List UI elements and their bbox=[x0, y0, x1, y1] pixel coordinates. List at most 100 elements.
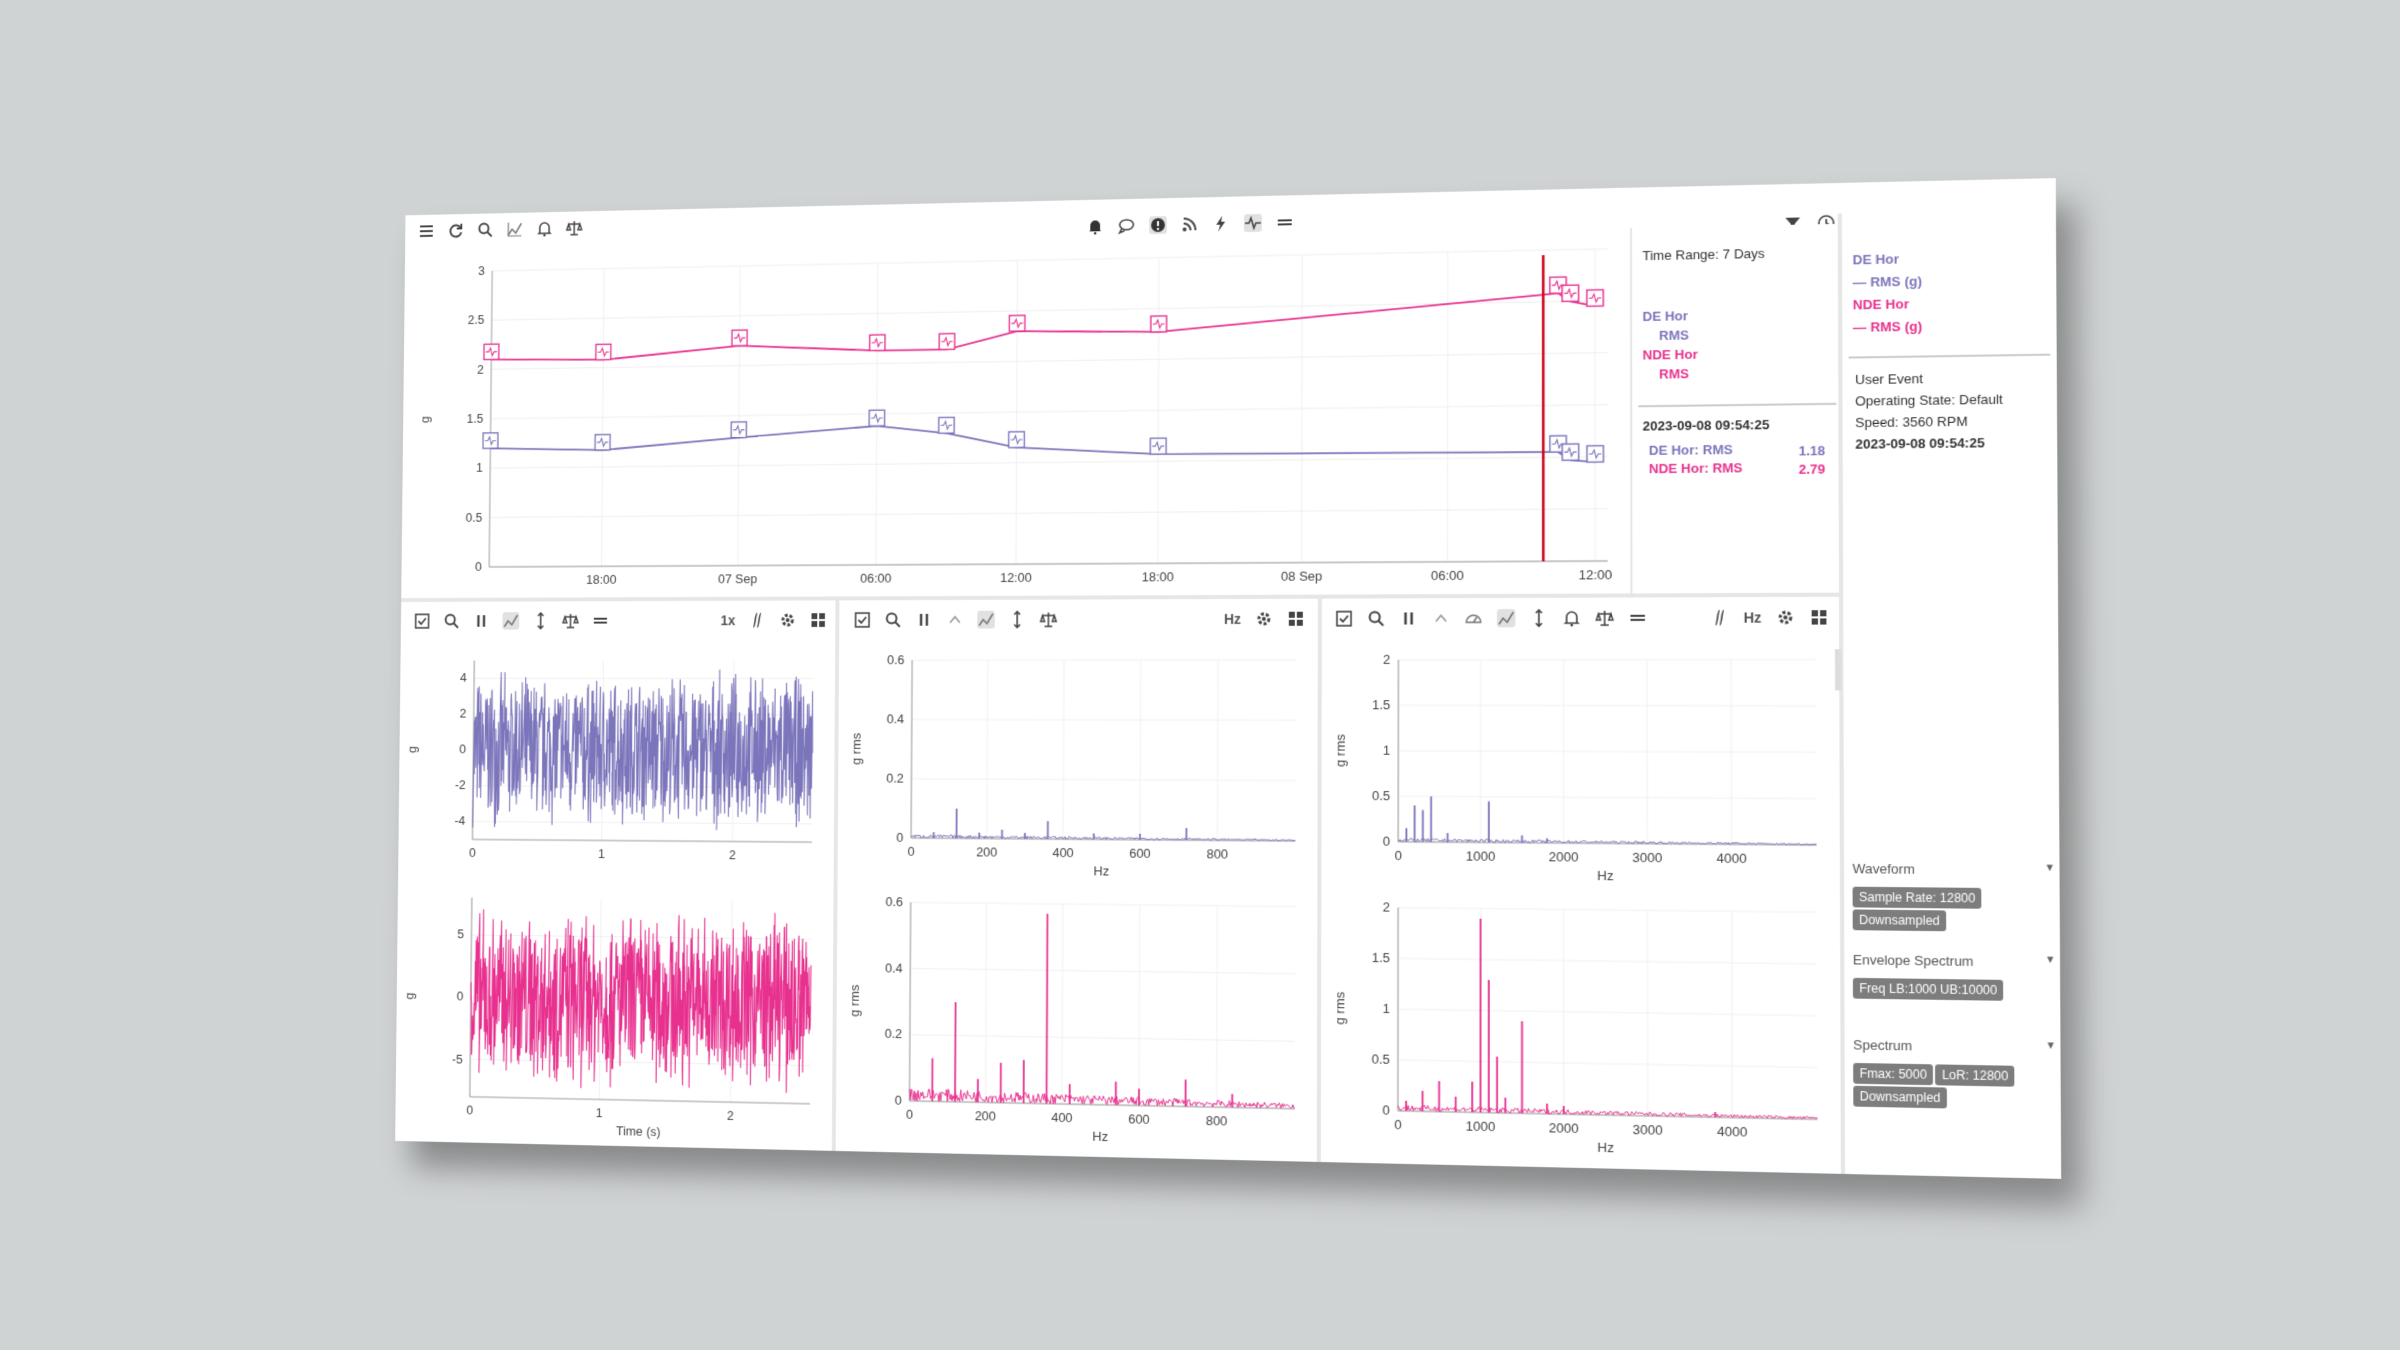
checkbox-icon[interactable] bbox=[414, 612, 431, 629]
y-tick-label: 1.5 bbox=[1372, 951, 1390, 966]
spectrum-chart-nde[interactable]: 0 0.5 1 1.5 2 0 1000 2000 3000 4000 g rms Hz bbox=[1322, 892, 1839, 1172]
chart-icon[interactable] bbox=[1496, 609, 1516, 628]
waveform-header[interactable]: Waveform ▼ bbox=[1852, 861, 2055, 878]
units-hz-toggle[interactable]: Hz bbox=[1223, 610, 1241, 627]
scale-icon[interactable] bbox=[1040, 611, 1058, 629]
x-tick-label: 18:00 bbox=[586, 573, 617, 587]
side-legend-de-metric[interactable]: — RMS (g) bbox=[1852, 273, 1922, 290]
chart-icon[interactable] bbox=[502, 612, 520, 630]
zoom-icon[interactable] bbox=[884, 611, 901, 629]
chart-icon[interactable] bbox=[506, 220, 523, 238]
event-marker-icon bbox=[1009, 432, 1025, 448]
menu-icon[interactable] bbox=[418, 222, 435, 240]
info-icon[interactable] bbox=[1149, 215, 1167, 235]
pause-icon[interactable] bbox=[1399, 609, 1417, 627]
envelope-spectrum-chart-de[interactable]: 0 0.2 0.4 0.6 0 200 400 600 800 g rms Hz bbox=[838, 645, 1315, 892]
bell-icon[interactable] bbox=[536, 220, 553, 238]
vertical-cursor-icon[interactable] bbox=[532, 612, 549, 629]
envelope-spectrum-chart-nde[interactable]: 0 0.2 0.4 0.6 0 200 400 600 800 g rms Hz bbox=[837, 887, 1316, 1160]
caret-down-icon[interactable]: ▼ bbox=[2044, 862, 2056, 875]
gauge-icon[interactable] bbox=[1464, 609, 1482, 627]
lines-icon[interactable] bbox=[592, 612, 609, 630]
zoom-icon[interactable] bbox=[443, 612, 460, 629]
gear-icon[interactable] bbox=[1255, 610, 1273, 628]
gear-icon[interactable] bbox=[779, 611, 796, 629]
legend-nde-group[interactable]: NDE Hor bbox=[1642, 346, 1698, 363]
pause-icon[interactable] bbox=[473, 612, 490, 629]
side-legend-de-group[interactable]: DE Hor bbox=[1852, 251, 1900, 268]
y-tick-label: 1.5 bbox=[1372, 698, 1390, 713]
gridline bbox=[491, 405, 1608, 419]
gridline bbox=[491, 353, 1607, 370]
y-tick-label: 0 bbox=[475, 560, 482, 574]
rss-icon[interactable] bbox=[1181, 215, 1199, 233]
gridline bbox=[490, 509, 1608, 518]
y-tick-label: 0.2 bbox=[886, 771, 904, 785]
x-tick-label: 800 bbox=[1206, 1114, 1228, 1129]
x-tick-label: 4000 bbox=[1717, 1124, 1747, 1139]
side-legend-nde-group[interactable]: NDE Hor bbox=[1852, 296, 1910, 313]
bell-icon[interactable] bbox=[1086, 217, 1104, 235]
x-tick-label: 0 bbox=[1394, 1118, 1401, 1133]
units-hz-toggle[interactable]: Hz bbox=[1743, 609, 1762, 626]
x-axis-label: Hz bbox=[1093, 864, 1109, 878]
lines-icon[interactable] bbox=[1628, 609, 1647, 627]
zoom-icon[interactable] bbox=[1367, 609, 1385, 627]
gridline bbox=[1217, 906, 1218, 1107]
y-axis bbox=[911, 660, 912, 838]
event-marker-icon bbox=[1150, 438, 1166, 454]
badge-freq-bounds: Freq LB:1000 UB:10000 bbox=[1852, 977, 2004, 1001]
spectrum-header[interactable]: Spectrum ▼ bbox=[1853, 1037, 2056, 1056]
scale-icon[interactable] bbox=[1595, 609, 1614, 627]
y-tick-label: 1 bbox=[476, 461, 483, 475]
checkbox-icon[interactable] bbox=[854, 611, 871, 629]
readout-de-label: DE Hor: RMS bbox=[1648, 441, 1733, 458]
integrate-icon[interactable] bbox=[749, 611, 766, 629]
chart-icon[interactable] bbox=[977, 610, 995, 629]
vertical-cursor-icon[interactable] bbox=[1008, 611, 1026, 629]
caret-down-icon[interactable]: ▼ bbox=[2045, 1040, 2057, 1052]
grid-icon[interactable] bbox=[1287, 610, 1305, 628]
peak-icon[interactable] bbox=[946, 611, 964, 629]
x-tick-label: 1 bbox=[598, 847, 605, 861]
legend-de-group[interactable]: DE Hor bbox=[1642, 308, 1689, 325]
x-tick-label: 4000 bbox=[1717, 851, 1747, 866]
zoom-level[interactable]: 1x bbox=[720, 612, 736, 629]
scale-icon[interactable] bbox=[562, 612, 579, 629]
zoom-icon[interactable] bbox=[477, 221, 494, 239]
refresh-icon[interactable] bbox=[447, 222, 464, 240]
peak-icon[interactable] bbox=[1432, 609, 1450, 627]
envelope-title: Envelope Spectrum bbox=[1852, 951, 1974, 970]
y-tick-label: 0 bbox=[1383, 834, 1390, 849]
grid-icon[interactable] bbox=[810, 611, 827, 629]
side-legend-nde-metric[interactable]: — RMS (g) bbox=[1852, 318, 1923, 335]
waveform-chart-de[interactable]: 4 2 0 -2 -4 0 1 2 g bbox=[398, 646, 832, 887]
grid-icon[interactable] bbox=[1810, 608, 1829, 627]
bell-icon[interactable] bbox=[1562, 609, 1581, 627]
spectrum-chart-de[interactable]: 0 0.5 1 1.5 2 0 1000 2000 3000 4000 g rms Hz bbox=[1322, 644, 1837, 897]
readout-nde-label: NDE Hor: RMS bbox=[1648, 460, 1743, 477]
integrate-icon[interactable] bbox=[1710, 608, 1729, 626]
legend-de-metric[interactable]: RMS bbox=[1658, 327, 1689, 344]
comment-icon[interactable] bbox=[1118, 217, 1136, 235]
caret-down-icon[interactable]: ▼ bbox=[2044, 954, 2056, 966]
checkbox-icon[interactable] bbox=[1335, 610, 1353, 628]
x-tick-label: 200 bbox=[976, 845, 997, 859]
legend-nde-metric[interactable]: RMS bbox=[1659, 366, 1689, 382]
gridline bbox=[1398, 705, 1816, 706]
gear-icon[interactable] bbox=[1776, 608, 1795, 627]
y-tick-label: 0.6 bbox=[885, 895, 903, 909]
lines-icon[interactable] bbox=[1276, 213, 1294, 231]
y-axis-label: g rms bbox=[1333, 992, 1348, 1025]
vertical-cursor-icon[interactable] bbox=[1530, 609, 1548, 627]
wave-icon[interactable] bbox=[1243, 213, 1262, 233]
envelope-header[interactable]: Envelope Spectrum ▼ bbox=[1853, 952, 2056, 970]
pause-icon[interactable] bbox=[915, 611, 933, 629]
y-tick-label: 0.5 bbox=[1371, 1052, 1389, 1067]
bolt-icon[interactable] bbox=[1212, 215, 1230, 233]
waveform-chart-nde[interactable]: 5 0 -5 0 1 2 g Time (s) bbox=[395, 882, 831, 1149]
divider bbox=[1848, 353, 2051, 359]
scale-icon[interactable] bbox=[566, 219, 583, 237]
x-tick-label: 0 bbox=[906, 1107, 913, 1121]
trend-chart[interactable]: 0 0.5 1 1.5 2 2.5 3 18:00 07 Sep 06:00 12:00 18:00 0… bbox=[401, 236, 1623, 605]
